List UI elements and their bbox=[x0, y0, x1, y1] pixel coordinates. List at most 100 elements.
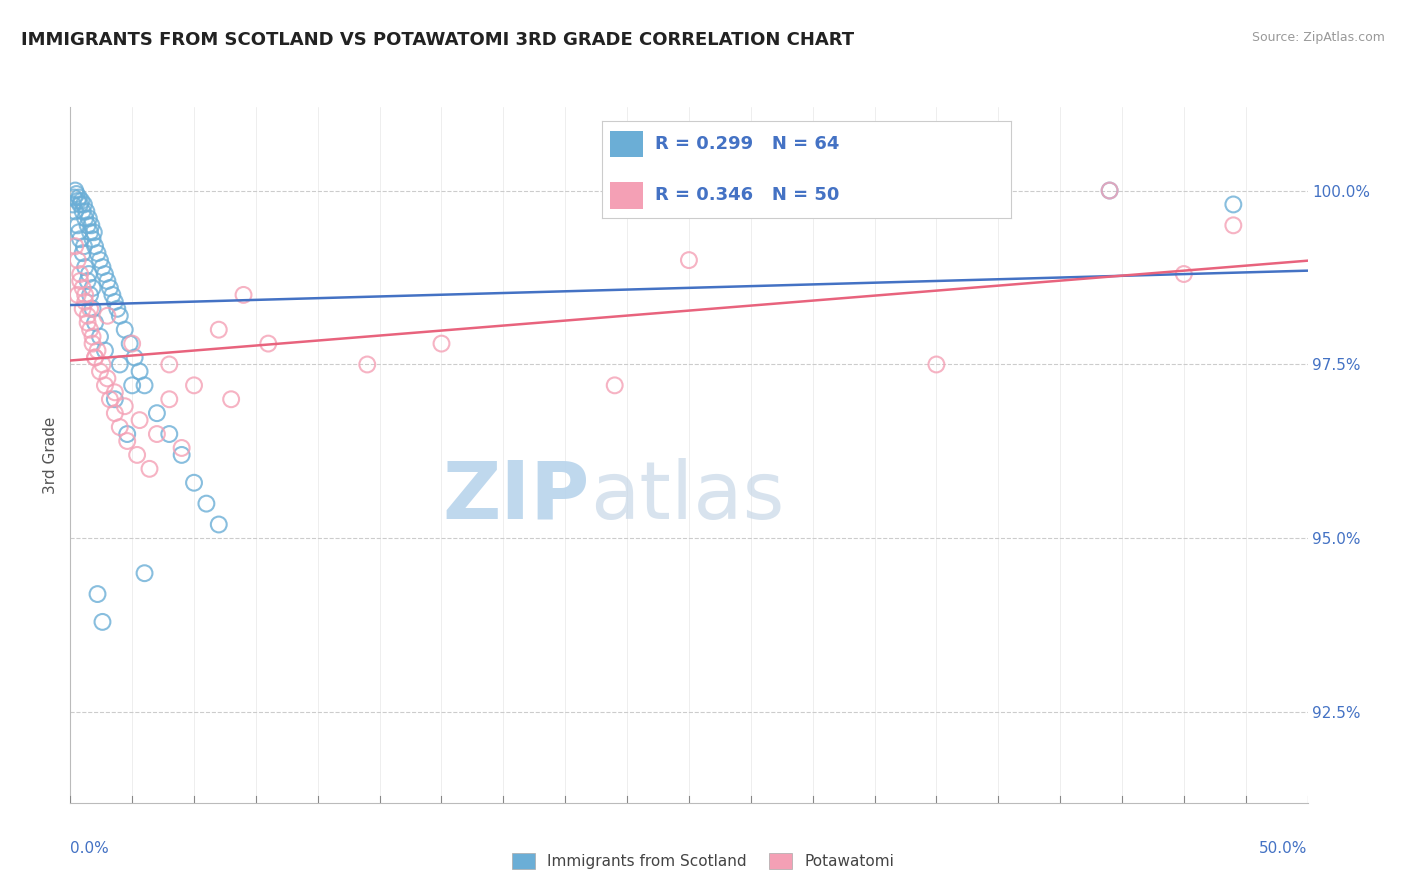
Point bbox=[66, 194, 89, 208]
Point bbox=[82, 336, 104, 351]
Point bbox=[86, 587, 108, 601]
Point bbox=[84, 351, 107, 365]
Point bbox=[1098, 184, 1121, 198]
Point bbox=[157, 427, 180, 442]
Point bbox=[62, 197, 84, 211]
Point bbox=[79, 323, 101, 337]
Point bbox=[430, 336, 453, 351]
Point bbox=[86, 343, 108, 358]
Point bbox=[72, 246, 94, 260]
Point bbox=[76, 274, 98, 288]
Point bbox=[1098, 184, 1121, 198]
Point bbox=[80, 219, 103, 233]
Point bbox=[108, 309, 131, 323]
Legend: Immigrants from Scotland, Potawatomi: Immigrants from Scotland, Potawatomi bbox=[506, 847, 900, 875]
Point bbox=[128, 413, 150, 427]
Point bbox=[76, 316, 98, 330]
Point bbox=[69, 274, 91, 288]
Point bbox=[76, 219, 98, 233]
Point bbox=[67, 190, 90, 204]
Point bbox=[114, 323, 136, 337]
Point bbox=[79, 288, 101, 302]
Point bbox=[115, 434, 138, 448]
Point bbox=[128, 364, 150, 378]
Point bbox=[157, 358, 180, 372]
Point bbox=[89, 329, 111, 343]
Point bbox=[257, 336, 280, 351]
Point bbox=[79, 225, 101, 239]
Point bbox=[157, 392, 180, 407]
Point bbox=[925, 358, 948, 372]
Point bbox=[356, 358, 378, 372]
Point bbox=[104, 392, 127, 407]
Point bbox=[183, 378, 205, 392]
Point bbox=[63, 190, 86, 204]
Point bbox=[82, 281, 104, 295]
Point bbox=[83, 225, 105, 239]
Point bbox=[73, 197, 96, 211]
Point bbox=[1173, 267, 1195, 281]
Point bbox=[65, 204, 87, 219]
Point bbox=[77, 267, 100, 281]
Point bbox=[134, 566, 156, 581]
Point bbox=[232, 288, 254, 302]
Point bbox=[91, 260, 114, 274]
Point bbox=[66, 288, 89, 302]
Point bbox=[183, 475, 205, 490]
Point bbox=[82, 329, 104, 343]
Point bbox=[219, 392, 242, 407]
Point bbox=[91, 615, 114, 629]
Point bbox=[72, 281, 94, 295]
Point bbox=[75, 260, 97, 274]
Point bbox=[77, 211, 100, 226]
Point bbox=[208, 517, 231, 532]
Point bbox=[108, 420, 131, 434]
Text: ZIP: ZIP bbox=[443, 458, 591, 536]
Y-axis label: 3rd Grade: 3rd Grade bbox=[44, 417, 59, 493]
Point bbox=[104, 385, 127, 400]
Point bbox=[69, 197, 91, 211]
Point bbox=[146, 427, 169, 442]
Point bbox=[98, 392, 121, 407]
Point bbox=[73, 239, 96, 253]
Point bbox=[75, 211, 97, 226]
Point bbox=[89, 253, 111, 268]
Point bbox=[146, 406, 169, 420]
Text: Source: ZipAtlas.com: Source: ZipAtlas.com bbox=[1251, 31, 1385, 45]
Point bbox=[75, 294, 97, 309]
Point bbox=[91, 358, 114, 372]
Point bbox=[96, 371, 118, 385]
Point bbox=[82, 232, 104, 246]
Point bbox=[84, 351, 107, 365]
Text: IMMIGRANTS FROM SCOTLAND VS POTAWATOMI 3RD GRADE CORRELATION CHART: IMMIGRANTS FROM SCOTLAND VS POTAWATOMI 3… bbox=[21, 31, 855, 49]
Point bbox=[70, 194, 93, 208]
Point bbox=[124, 351, 146, 365]
Point bbox=[121, 336, 143, 351]
Point bbox=[96, 274, 118, 288]
Point bbox=[115, 427, 138, 442]
Point bbox=[96, 309, 118, 323]
Point bbox=[72, 204, 94, 219]
Point bbox=[84, 239, 107, 253]
Point bbox=[82, 301, 104, 316]
Point bbox=[121, 378, 143, 392]
Point bbox=[603, 378, 626, 392]
Point bbox=[104, 406, 127, 420]
Point bbox=[94, 343, 117, 358]
Point bbox=[84, 316, 107, 330]
Point bbox=[69, 232, 91, 246]
Point bbox=[94, 378, 117, 392]
Point bbox=[79, 301, 101, 316]
Point bbox=[98, 281, 121, 295]
Point bbox=[75, 288, 97, 302]
Point bbox=[89, 364, 111, 378]
Point bbox=[170, 448, 193, 462]
Point bbox=[65, 186, 87, 201]
Point bbox=[72, 301, 94, 316]
Point bbox=[208, 323, 231, 337]
Point bbox=[86, 246, 108, 260]
Point bbox=[114, 399, 136, 413]
Point bbox=[134, 378, 156, 392]
Point bbox=[118, 336, 141, 351]
Point bbox=[94, 267, 117, 281]
